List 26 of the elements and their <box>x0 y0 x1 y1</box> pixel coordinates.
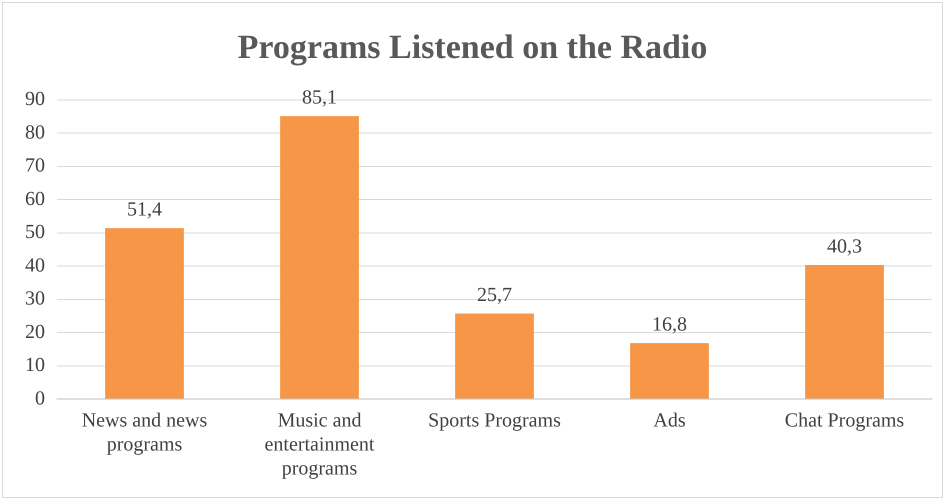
x-tick-label: Ads <box>653 409 686 432</box>
bar <box>630 343 709 398</box>
y-tick-label: 80 <box>25 121 45 144</box>
y-tick-label: 50 <box>25 221 45 244</box>
bar <box>455 314 534 398</box>
data-label: 40,3 <box>827 235 862 258</box>
y-tick-label: 10 <box>25 354 45 376</box>
data-label: 25,7 <box>477 284 512 306</box>
x-tick-label: Music and entertainment programs <box>264 409 375 480</box>
bar <box>805 265 884 398</box>
y-tick-label: 0 <box>35 387 45 410</box>
y-tick-label: 90 <box>25 88 45 110</box>
data-label: 16,8 <box>652 313 687 336</box>
data-label: 51,4 <box>127 198 162 220</box>
y-tick-label: 20 <box>25 320 45 343</box>
y-tick-label: 30 <box>25 288 45 310</box>
y-tick-label: 70 <box>25 154 45 177</box>
bar <box>105 228 184 398</box>
y-tick-label: 60 <box>25 188 45 210</box>
x-tick-label: Sports Programs <box>428 409 562 432</box>
x-tick-label: Chat Programs <box>784 409 904 432</box>
data-label: 85,1 <box>302 86 337 108</box>
x-tick-label: News and news programs <box>82 409 208 456</box>
y-tick-label: 40 <box>25 254 45 276</box>
chart-title: Programs Listened on the Radio <box>238 29 708 66</box>
bar <box>280 116 359 398</box>
